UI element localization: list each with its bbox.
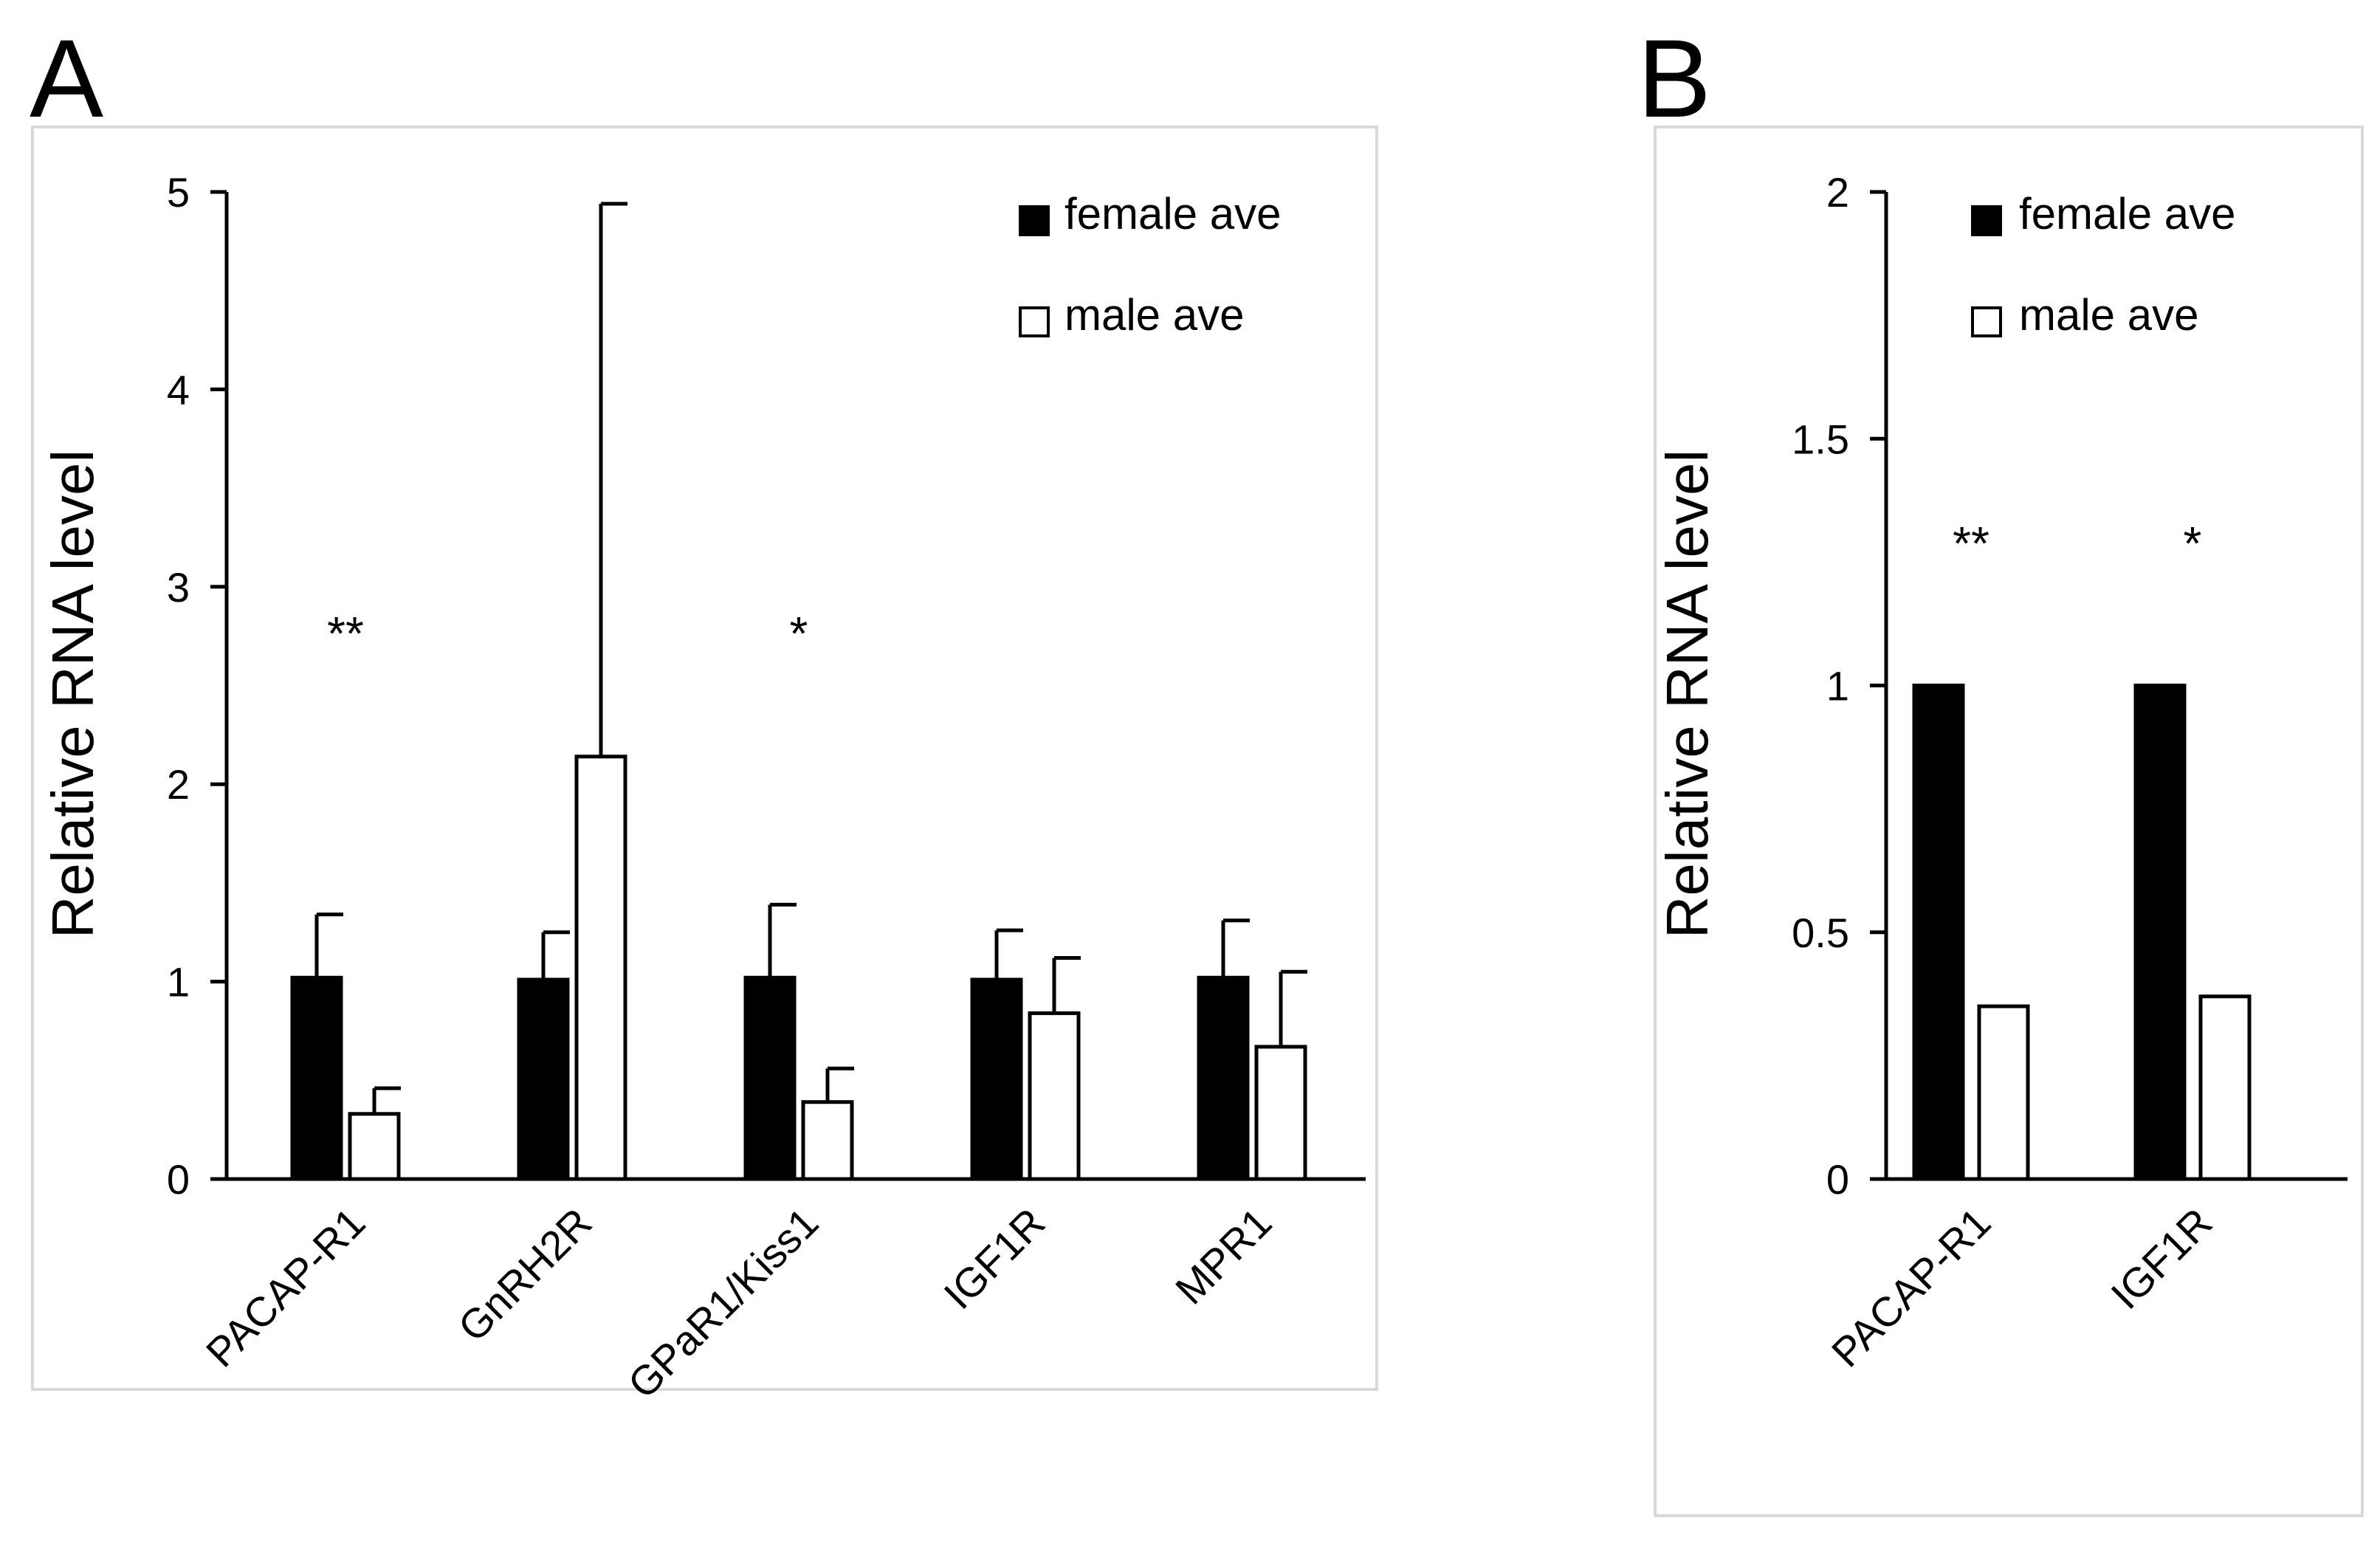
- y-tick-label: 4: [167, 366, 190, 413]
- significance-marker: **: [327, 607, 364, 660]
- female-bar: [1197, 975, 1250, 1181]
- y-tick-label: 0.5: [1792, 910, 1849, 956]
- legend-male-label: male ave: [1065, 290, 1244, 340]
- male-bar: [1977, 1004, 2030, 1181]
- category-label: GPaR1/Kiss1: [619, 1199, 827, 1407]
- female-bar: [1912, 684, 1965, 1181]
- male-bar: [1028, 1011, 1081, 1181]
- y-tick-label: 0: [1826, 1156, 1849, 1203]
- legend-female-swatch: [1971, 205, 2002, 236]
- y-tick-label: 2: [1826, 169, 1849, 216]
- y-tick-label: 0: [167, 1156, 190, 1203]
- y-tick-label: 2: [167, 761, 190, 808]
- category-label: GnRH2R: [449, 1199, 600, 1350]
- y-axis-title: Relative RNA level: [40, 450, 106, 939]
- panel-letter: A: [30, 16, 103, 140]
- y-axis-title: Relative RNA level: [1654, 450, 1720, 939]
- male-bar: [2198, 994, 2252, 1181]
- legend-male-swatch: [1019, 306, 1050, 337]
- panel-b: B 0 0.5 1 1.5 2 Relative RNA level ** PACAP-R1 * I…: [1637, 16, 2364, 1517]
- significance-marker: *: [790, 607, 808, 660]
- legend-female-label: female ave: [1065, 189, 1282, 238]
- panel-a: A 0 1 2 3 4 5 Relative RNA level ** PACAP-R1 GnRH2…: [30, 16, 1378, 1407]
- male-bar: [574, 755, 627, 1181]
- legend-female-label: female ave: [2019, 189, 2236, 238]
- significance-marker: **: [1953, 517, 1989, 570]
- legend-male-label: male ave: [2019, 290, 2198, 340]
- panel-letter: B: [1637, 16, 1711, 140]
- y-tick-label: 1: [167, 959, 190, 1006]
- legend-female-swatch: [1019, 205, 1050, 236]
- legend-male-swatch: [1971, 306, 2002, 337]
- category-label: PACAP-R1: [197, 1199, 374, 1376]
- male-bar: [1254, 1045, 1307, 1181]
- y-tick-label: 5: [167, 169, 190, 216]
- y-tick-label: 3: [167, 564, 190, 611]
- female-bar: [290, 975, 343, 1181]
- y-tick-label: 1.5: [1792, 416, 1849, 462]
- y-tick-label: 1: [1826, 663, 1849, 709]
- female-bar: [517, 977, 570, 1181]
- female-bar: [2133, 684, 2187, 1181]
- panel-frame: [1654, 126, 2364, 1517]
- category-label: PACAP-R1: [1823, 1199, 2000, 1376]
- female-bar: [743, 975, 797, 1181]
- male-bar: [801, 1100, 854, 1181]
- category-label: IGF1R: [2102, 1199, 2221, 1318]
- panel-frame: [31, 126, 1378, 1391]
- male-bar: [348, 1112, 401, 1181]
- category-label: IGF1R: [935, 1199, 1053, 1318]
- category-label: MPR1: [1166, 1199, 1281, 1313]
- female-bar: [970, 977, 1023, 1181]
- significance-marker: *: [2184, 517, 2202, 570]
